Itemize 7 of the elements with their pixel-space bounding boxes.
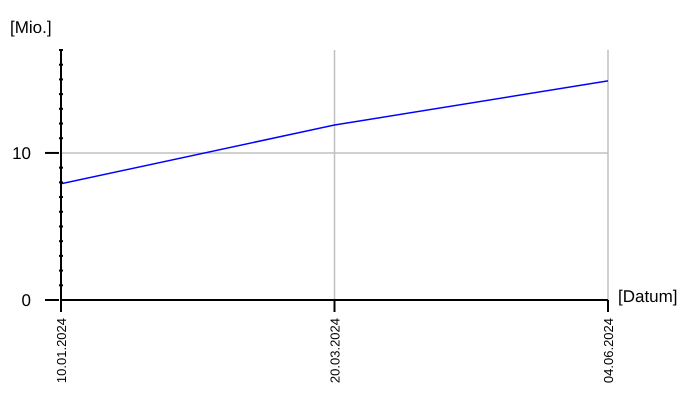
x-tick-label: 20.03.2024 [328, 318, 342, 384]
x-tick-label: 10.01.2024 [54, 318, 69, 384]
x-tick-label: 04.06.2024 [601, 318, 616, 384]
x-axis-title: [Datum] [618, 287, 678, 307]
y-axis-title: [Mio.] [10, 18, 52, 38]
y-tick-label: 10 [12, 144, 31, 163]
y-tick-label: 0 [22, 291, 31, 310]
